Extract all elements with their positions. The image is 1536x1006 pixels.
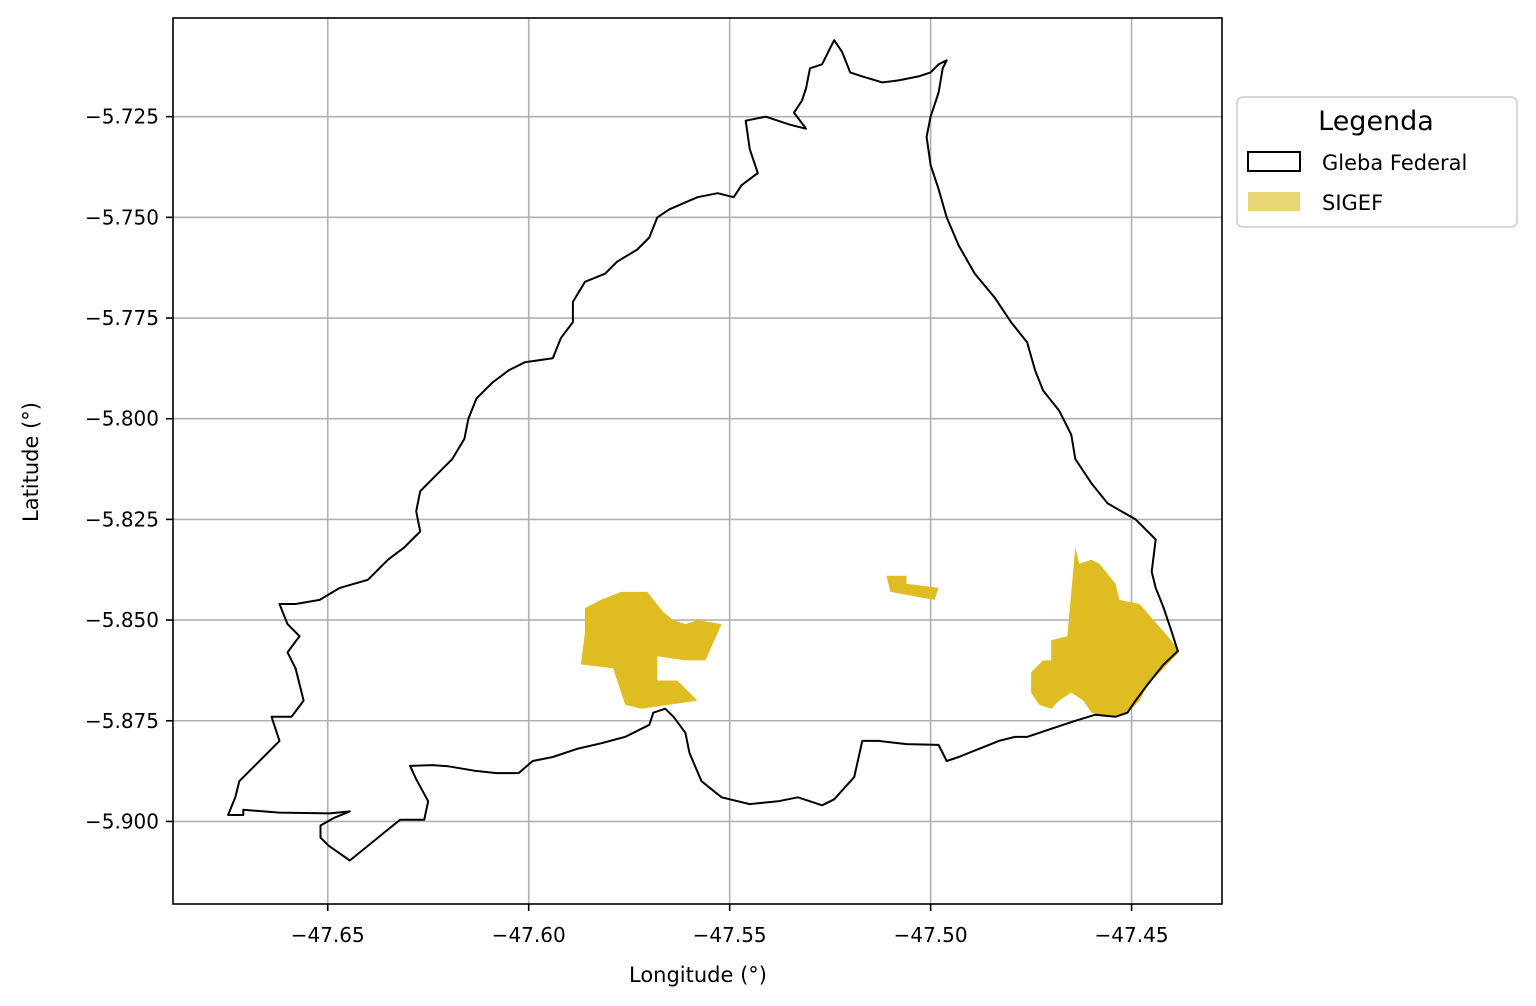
y-tick-label: −5.750 — [85, 205, 159, 229]
layer-sigef — [580, 547, 1180, 717]
legend-swatch-gleba-federal — [1247, 151, 1301, 172]
legend-label-gleba-federal: Gleba Federal — [1322, 151, 1467, 175]
y-axis-label: Latitude (°) — [19, 402, 43, 522]
x-axis-ticks: −47.65 −47.60 −47.55 −47.50 −47.45 — [291, 904, 1169, 947]
layer-gleba-federal — [227, 39, 1179, 862]
y-tick-label: −5.875 — [85, 709, 159, 733]
legend-title: Legenda — [1318, 106, 1434, 137]
legend-swatch-sigef — [1248, 192, 1300, 211]
x-tick-label: −47.50 — [894, 923, 968, 947]
x-tick-label: −47.60 — [492, 923, 566, 947]
y-axis-ticks: −5.725 −5.750 −5.775 −5.800 −5.825 −5.850 −5.8… — [85, 105, 173, 833]
map-layers — [227, 39, 1180, 862]
x-tick-label: −47.65 — [291, 923, 365, 947]
grid-lines — [173, 18, 1222, 904]
sigef-parcel — [886, 575, 939, 600]
x-tick-label: −47.45 — [1095, 923, 1169, 947]
y-tick-label: −5.825 — [85, 507, 159, 531]
y-tick-label: −5.775 — [85, 306, 159, 330]
y-tick-label: −5.800 — [85, 407, 159, 431]
y-tick-label: −5.725 — [85, 105, 159, 129]
x-tick-label: −47.55 — [693, 923, 767, 947]
legend-label-sigef: SIGEF — [1322, 191, 1383, 215]
sigef-parcel — [580, 591, 722, 709]
gleba-federal-boundary — [227, 39, 1179, 862]
legend-box — [1236, 96, 1518, 228]
y-tick-label: −5.900 — [85, 809, 159, 833]
sigef-parcel — [1031, 547, 1180, 717]
y-tick-label: −5.850 — [85, 608, 159, 632]
x-axis-label: Longitude (°) — [629, 963, 767, 987]
legend: Legenda Gleba Federal SIGEF — [1236, 96, 1518, 228]
plot-frame — [172, 17, 1223, 905]
